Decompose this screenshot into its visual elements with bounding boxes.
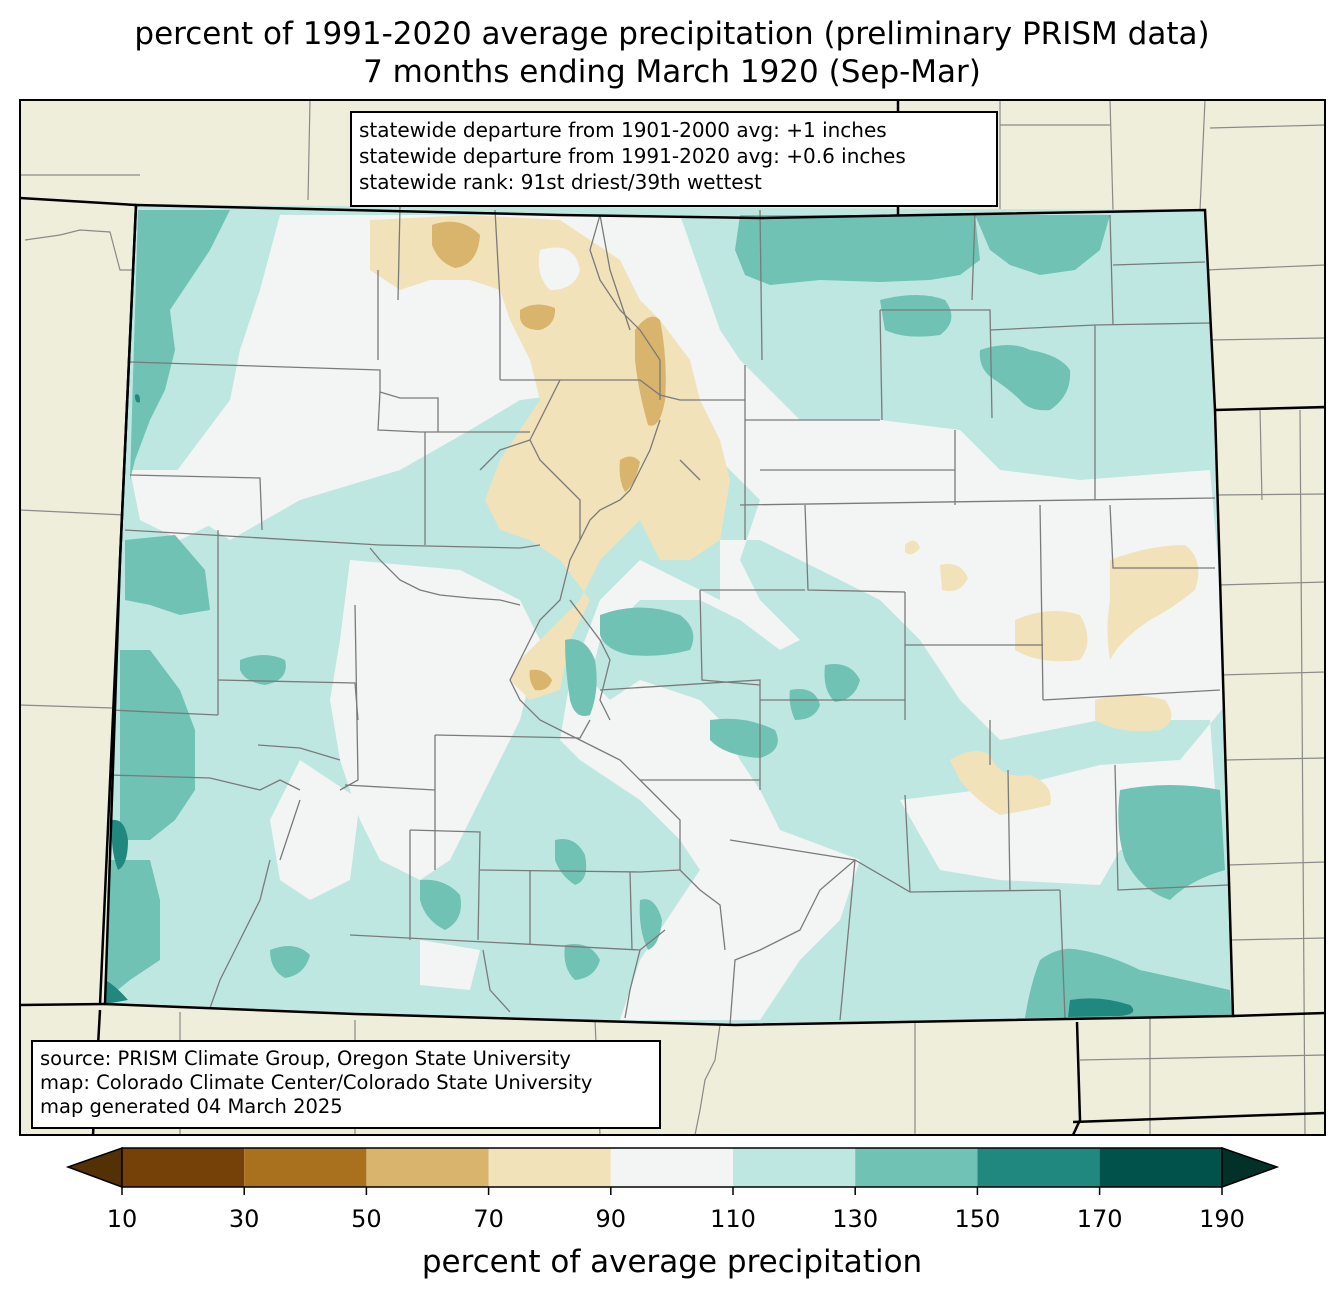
- source-box: source: PRISM Climate Group, Oregon Stat…: [31, 1040, 661, 1129]
- stats-rank: statewide rank: 91st driest/39th wettest: [359, 170, 762, 194]
- colorado-border: [103, 203, 1235, 1027]
- map-subtitle: 7 months ending March 1920 (Sep-Mar): [363, 54, 981, 90]
- colorbar-tick-label: 130: [832, 1205, 879, 1233]
- stats-departure-1991-2020: statewide departure from 1991-2020 avg: …: [359, 144, 906, 168]
- normal-region: [170, 215, 1230, 1020]
- colorbar-segment: [488, 1148, 611, 1187]
- colorbar-tick-label: 30: [228, 1205, 260, 1233]
- county-lines: [109, 206, 1229, 1025]
- source-map-credit: map: Colorado Climate Center/Colorado St…: [40, 1071, 593, 1094]
- colorbar-tick-label: 110: [710, 1205, 756, 1233]
- colorbar-tick-label: 150: [954, 1205, 1001, 1233]
- colorbar-segment: [855, 1148, 978, 1187]
- colorbar-over-arrow: [1221, 1146, 1280, 1189]
- colorbar-segment: [366, 1148, 489, 1187]
- colorbar-segment: [244, 1148, 367, 1187]
- map-title: percent of 1991-2020 average precipitati…: [134, 16, 1210, 52]
- colorbar-under-arrow: [65, 1146, 123, 1189]
- precip-shading: [105, 205, 1233, 1025]
- colorbar-segment: [733, 1148, 856, 1187]
- source-data-credit: source: PRISM Climate Group, Oregon Stat…: [40, 1047, 571, 1070]
- colorbar-segment: [122, 1148, 245, 1187]
- colorbar-tick-label: 90: [595, 1205, 627, 1233]
- colorbar: [65, 1146, 1280, 1195]
- wet-region: [735, 215, 980, 285]
- colorbar-tick-label: 170: [1076, 1205, 1123, 1233]
- colorbar-tick-label: 70: [473, 1205, 504, 1233]
- colorbar-segment: [1099, 1148, 1222, 1187]
- colorbar-segment: [610, 1148, 733, 1187]
- statewide-stats-box: statewide departure from 1901-2000 avg: …: [350, 111, 998, 207]
- colorbar-tick-label: 190: [1199, 1205, 1245, 1233]
- colorbar-tick-label: 10: [106, 1205, 138, 1233]
- colorbar-segment: [977, 1148, 1100, 1187]
- source-generated-date: map generated 04 March 2025: [40, 1095, 343, 1118]
- map-frame: [19, 99, 1326, 1136]
- colorbar-tick-label: 50: [351, 1205, 382, 1233]
- stats-departure-1901-2000: statewide departure from 1901-2000 avg: …: [359, 118, 887, 142]
- colorbar-label: percent of average precipitation: [421, 1244, 923, 1280]
